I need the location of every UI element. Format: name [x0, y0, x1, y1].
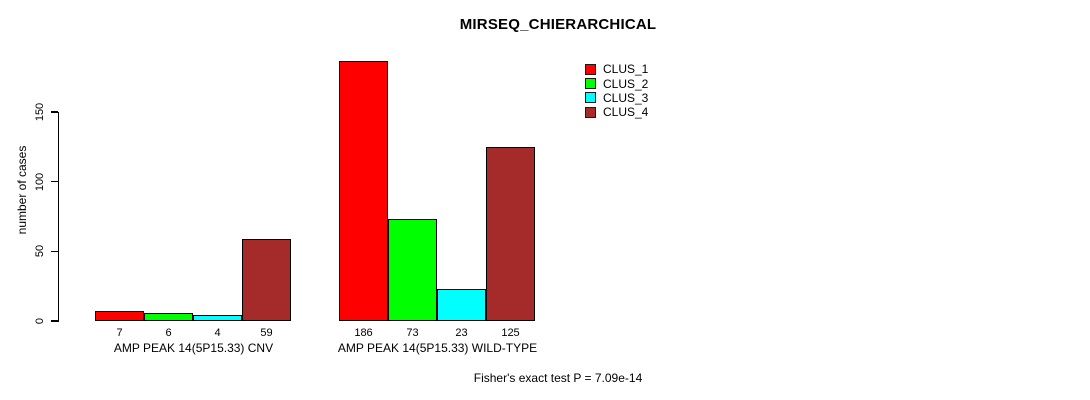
bar-value-label: 186 — [354, 327, 373, 339]
bar-clus2-wildtype — [388, 219, 437, 321]
group-label-wildtype: AMP PEAK 14(5P15.33) WILD-TYPE — [337, 341, 538, 355]
chart-title: MIRSEQ_CHIERARCHICAL — [459, 16, 657, 33]
bar-value-label: 125 — [501, 327, 520, 339]
y-tick-label-0: 0 — [34, 317, 46, 325]
y-tick-50 — [51, 250, 58, 252]
legend: CLUS_1 CLUS_2 CLUS_3 CLUS_4 — [585, 62, 648, 120]
legend-label-clus4: CLUS_4 — [603, 105, 649, 120]
y-axis-line — [57, 111, 59, 322]
legend-label-clus3: CLUS_3 — [603, 90, 649, 105]
bar-clus1-wildtype — [339, 61, 388, 321]
legend-row-clus4: CLUS_4 — [585, 105, 648, 119]
legend-row-clus2: CLUS_2 — [585, 76, 649, 91]
legend-label-clus2: CLUS_2 — [603, 76, 649, 91]
bar-value-label: 23 — [455, 327, 468, 339]
bar-value-label: 7 — [116, 327, 123, 339]
legend-label-clus1: CLUS_1 — [603, 62, 649, 77]
y-axis-label: number of cases — [15, 145, 29, 235]
legend-swatch-clus1 — [585, 63, 596, 75]
legend-swatch-clus4 — [585, 106, 596, 118]
fisher-test-annotation: Fisher's exact test P = 7.09e-14 — [473, 371, 643, 385]
legend-swatch-clus3 — [585, 92, 596, 104]
y-tick-label-150: 150 — [34, 102, 46, 121]
group-label-cnv: AMP PEAK 14(5P15.33) CNV — [113, 341, 274, 355]
bar-clus3-wildtype — [437, 288, 486, 321]
bar-value-label: 6 — [165, 327, 172, 339]
y-tick-label-100: 100 — [34, 172, 46, 191]
bar-value-label: 4 — [214, 327, 221, 339]
y-tick-0 — [51, 320, 58, 322]
bar-value-label: 59 — [260, 327, 273, 339]
bar-clus4-wildtype — [486, 146, 535, 321]
y-tick-100 — [51, 180, 58, 183]
bar-clus4-cnv — [242, 238, 291, 321]
legend-row-clus1: CLUS_1 — [585, 62, 648, 76]
y-tick-label-50: 50 — [34, 245, 46, 258]
bar-clus1-cnv — [95, 311, 144, 321]
bar-clus2-cnv — [144, 312, 193, 321]
legend-row-clus3: CLUS_3 — [585, 91, 648, 105]
legend-swatch-clus2 — [585, 78, 596, 90]
bar-value-label: 73 — [406, 327, 419, 339]
y-tick-150 — [51, 111, 58, 113]
bar-clus3-cnv — [193, 315, 242, 321]
